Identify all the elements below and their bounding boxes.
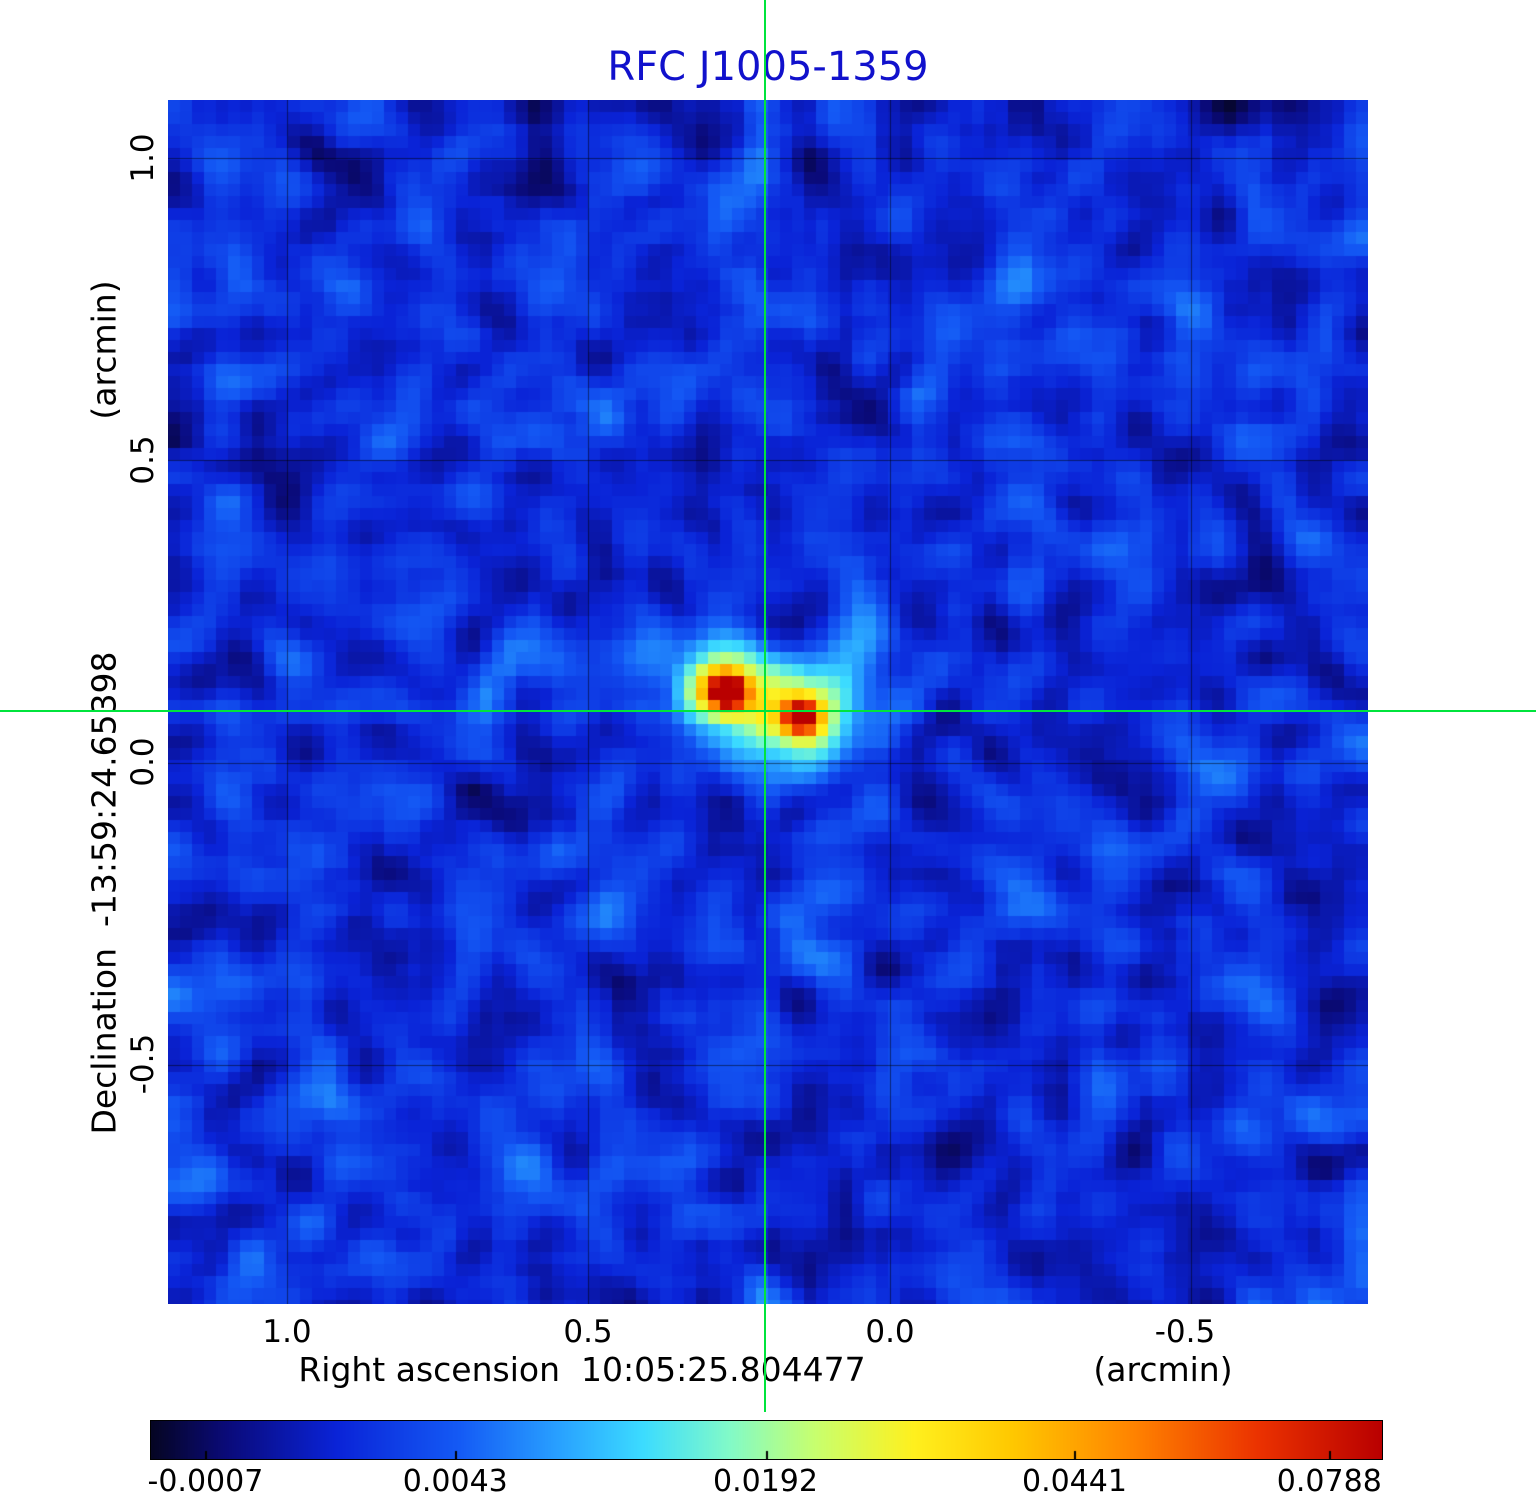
colorbar-tick-label: 0.0441 (1021, 1464, 1127, 1499)
colorbar-tick-label: 0.0192 (713, 1464, 818, 1499)
x-tick-label: 1.0 (262, 1314, 312, 1350)
x-axis-unit: (arcmin) (1093, 1350, 1233, 1389)
map-plot-area (168, 100, 1368, 1304)
x-axis-label: Right ascension 10:05:25.804477 (298, 1350, 866, 1389)
y-tick-label: 0.5 (125, 435, 161, 485)
colorbar-tick-label: 0.0788 (1276, 1464, 1382, 1499)
y-tick-label: 1.0 (125, 133, 161, 183)
y-axis-unit: (arcmin) (84, 280, 124, 420)
plot-title: RFC J1005-1359 (607, 44, 929, 90)
x-tick-label: -0.5 (1154, 1314, 1216, 1350)
colorbar-gradient (151, 1421, 1382, 1459)
crosshair-vertical-line (763, 0, 766, 1412)
map-canvas (168, 100, 1368, 1304)
colorbar (150, 1420, 1383, 1460)
y-tick-label: 0.0 (125, 737, 161, 787)
crosshair-horizontal-line (0, 709, 1536, 712)
y-axis-label: Declination -13:59:24.65398 (84, 651, 124, 1135)
colorbar-tick-label: 0.0043 (402, 1464, 508, 1499)
colorbar-tick-label: -0.0007 (147, 1464, 264, 1499)
x-tick-label: 0.5 (563, 1314, 613, 1350)
y-tick-label: -0.5 (125, 1033, 161, 1095)
x-tick-label: 0.0 (865, 1314, 915, 1350)
